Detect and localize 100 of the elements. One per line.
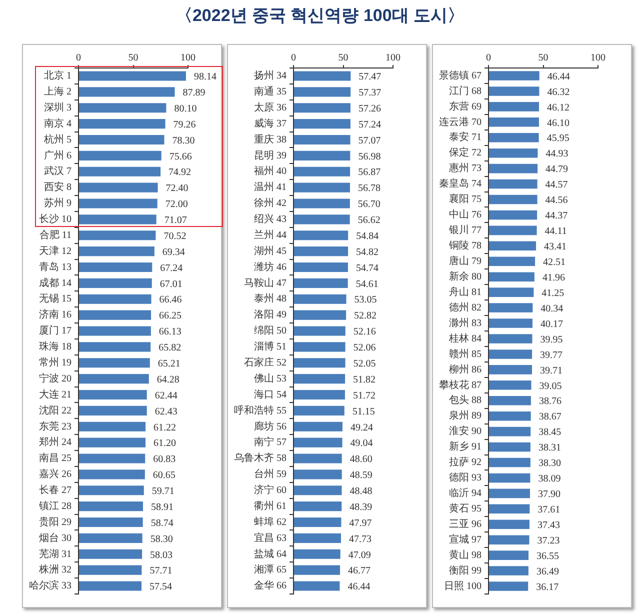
y-tick-label: 绵阳 50 (254, 324, 286, 337)
data-label: 39.77 (540, 350, 563, 361)
bar (79, 103, 166, 113)
y-tick-label: 南昌 25 (39, 452, 72, 464)
y-tick-label: 苏州 9 (44, 197, 72, 210)
bar (489, 256, 536, 266)
data-label: 57.47 (358, 72, 382, 83)
bar (489, 520, 530, 530)
bar (489, 194, 538, 204)
data-label: 57.54 (150, 582, 172, 593)
y-tick-label: 青岛 13 (39, 260, 72, 273)
bar (489, 71, 540, 80)
data-label: 37.90 (538, 489, 560, 500)
data-label: 40.17 (540, 318, 563, 330)
y-tick-label: 宜昌 63 (254, 532, 286, 544)
bar (489, 241, 536, 251)
bar (294, 390, 345, 400)
bar (79, 374, 149, 384)
data-label: 44.93 (546, 148, 568, 160)
y-tick-label: 镇江 28 (38, 500, 72, 512)
y-tick-label: 昆明 39 (254, 150, 286, 162)
y-tick-label: 天津 12 (39, 244, 72, 257)
data-label: 48.60 (350, 454, 372, 466)
data-label: 36.55 (536, 550, 560, 562)
data-label: 37.43 (537, 520, 560, 532)
bar (489, 411, 531, 421)
bar (79, 119, 166, 129)
data-label: 65.82 (158, 342, 182, 354)
data-label: 60.83 (153, 454, 176, 466)
data-label: 46.44 (348, 582, 370, 593)
data-label: 51.15 (352, 406, 375, 418)
bar (79, 214, 156, 224)
y-tick-label: 新余 80 (449, 270, 482, 282)
data-label: 47.97 (349, 518, 372, 529)
y-tick-label: 东莞 23 (39, 420, 72, 432)
bar (489, 132, 539, 142)
bar (489, 179, 538, 189)
data-label: 72.40 (166, 183, 188, 194)
bar (79, 533, 142, 543)
bar (294, 374, 346, 384)
y-tick-label: 北京 1 (44, 70, 72, 82)
data-label: 75.66 (169, 151, 192, 162)
data-label: 44.57 (545, 180, 568, 191)
bar (79, 182, 158, 192)
bar (489, 164, 538, 174)
y-tick-label: 佛山 53 (254, 372, 286, 384)
bar (294, 103, 350, 113)
bar (79, 581, 142, 591)
y-tick-label: 重庆 38 (254, 133, 286, 146)
data-label: 54.84 (356, 230, 379, 242)
y-tick-label: 绍兴 43 (254, 213, 286, 226)
bar (489, 86, 540, 96)
bar (489, 334, 532, 344)
y-tick-label: 德阳 93 (449, 472, 482, 484)
y-tick-label: 襄阳 75 (449, 193, 482, 206)
bar (489, 550, 529, 560)
bar (489, 582, 528, 591)
data-label: 37.61 (538, 504, 560, 516)
data-label: 98.14 (194, 72, 216, 83)
y-tick-label: 攀枝花 87 (439, 378, 482, 391)
data-label: 66.46 (159, 294, 182, 306)
bar (489, 318, 532, 328)
bar (489, 350, 532, 359)
bar (79, 150, 162, 160)
y-tick-label: 长沙 10 (39, 213, 72, 226)
y-tick-label: 金华 66 (254, 580, 286, 592)
data-label: 44.79 (546, 164, 568, 176)
bar (489, 426, 531, 436)
data-label: 78.30 (172, 135, 195, 146)
y-tick-label: 太原 36 (254, 101, 286, 114)
y-tick-label: 合肥 11 (39, 228, 72, 241)
y-tick-label: 舟山 81 (449, 286, 482, 298)
bar (489, 303, 533, 312)
bar (294, 182, 350, 192)
bar (489, 288, 534, 297)
data-label: 46.77 (348, 566, 371, 577)
y-tick-label: 徐州 42 (254, 197, 286, 210)
data-label: 53.05 (354, 294, 377, 306)
y-tick-label: 芜湖 31 (39, 548, 72, 560)
bar (294, 422, 342, 432)
y-tick-label: 拉萨 92 (449, 456, 482, 468)
bar (489, 210, 538, 220)
bar (79, 262, 152, 272)
y-tick-label: 石家庄 52 (244, 356, 286, 369)
y-tick-label: 湖州 45 (254, 244, 286, 257)
bar (79, 310, 152, 320)
data-label: 64.28 (156, 374, 180, 386)
bar (79, 390, 147, 400)
data-label: 43.41 (544, 242, 567, 253)
bar (294, 454, 342, 464)
data-label: 60.65 (152, 470, 176, 482)
y-tick-label: 滁州 83 (449, 316, 482, 329)
bar (489, 365, 532, 374)
y-tick-label: 马鞍山 47 (244, 276, 286, 289)
data-label: 56.70 (358, 199, 380, 210)
data-label: 57.26 (358, 103, 381, 114)
data-label: 51.82 (353, 374, 376, 386)
y-tick-label: 常州 19 (39, 356, 72, 369)
bar (489, 226, 537, 236)
y-tick-label: 珠海 18 (39, 340, 72, 353)
